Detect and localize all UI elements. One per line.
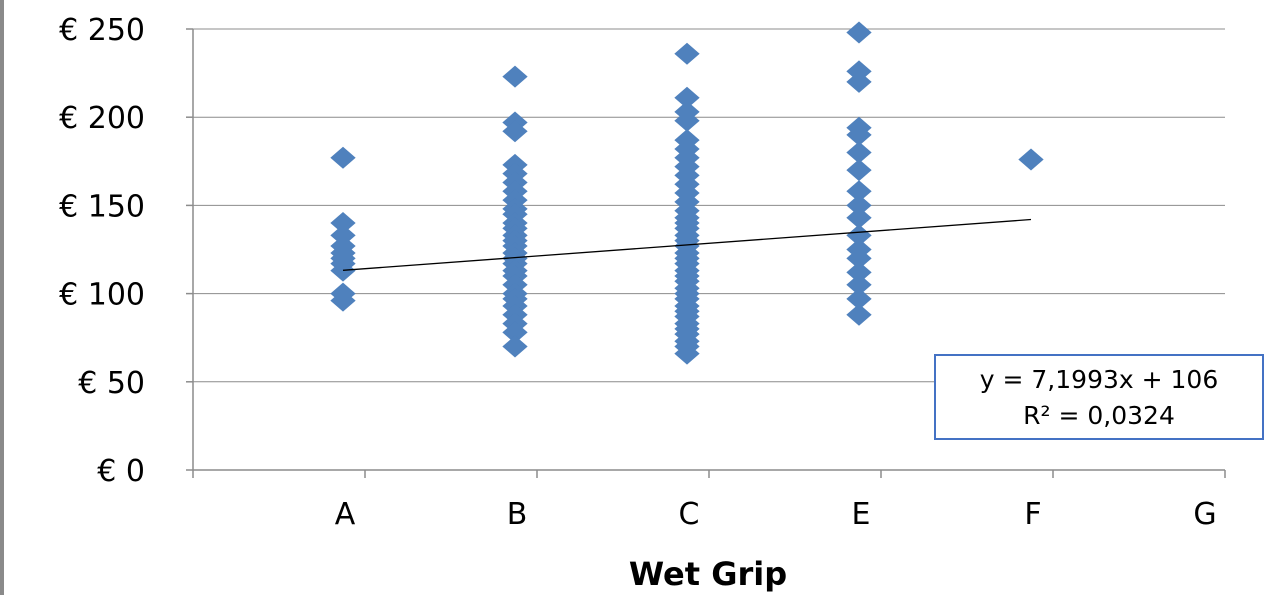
data-point-B [502,120,528,143]
data-point-B [502,335,528,358]
y-tick-labels: € 0 € 50 € 100 € 150 € 200 € 250 [59,13,145,489]
trendline-equation: y = 7,1993x + 106 [979,365,1219,394]
trendline-r-squared: R² = 0,0324 [1023,401,1175,430]
y-tick-label: € 250 [59,13,145,48]
y-tick-label: € 150 [59,189,145,224]
x-tick-label: A [335,497,356,532]
trendline-equation-box: y = 7,1993x + 106 R² = 0,0324 [934,354,1264,440]
data-points [330,21,1044,365]
data-point-A [330,212,356,235]
x-tick-label: C [679,497,700,532]
data-point-E [846,159,872,182]
data-point-E [846,206,872,229]
trendline-group [342,218,1032,271]
data-point-A [330,289,356,312]
x-axis-label: Wet Grip [629,555,787,593]
data-point-E [846,224,872,247]
trendline [342,218,1032,271]
data-point-E [846,123,872,146]
data-point-C [674,342,700,365]
data-point-E [846,194,872,217]
data-point-C [674,109,700,132]
x-tick-label: G [1193,497,1216,532]
data-point-E [846,273,872,296]
x-tick-label: B [507,497,528,532]
y-tick-label: € 200 [59,101,145,136]
x-tick-label: F [1024,497,1041,532]
data-point-B [502,321,528,344]
data-point-E [846,180,872,203]
data-point-E [846,141,872,164]
data-point-E [846,70,872,93]
axes [186,28,1226,478]
y-tick-label: € 0 [97,454,145,489]
data-point-E [846,303,872,326]
data-point-F [1018,148,1044,171]
data-point-B [502,65,528,88]
data-point-C [674,42,700,65]
data-point-A [330,146,356,169]
data-point-A [330,259,356,282]
x-tick-label: E [852,497,871,532]
left-edge-bar [0,0,4,595]
data-point-E [846,287,872,310]
data-point-E [846,247,872,270]
data-point-E [846,21,872,44]
y-tick-label: € 100 [59,278,145,313]
data-point-C [674,86,700,109]
gridlines [193,28,1225,383]
y-tick-label: € 50 [78,366,145,401]
data-point-E [846,261,872,284]
